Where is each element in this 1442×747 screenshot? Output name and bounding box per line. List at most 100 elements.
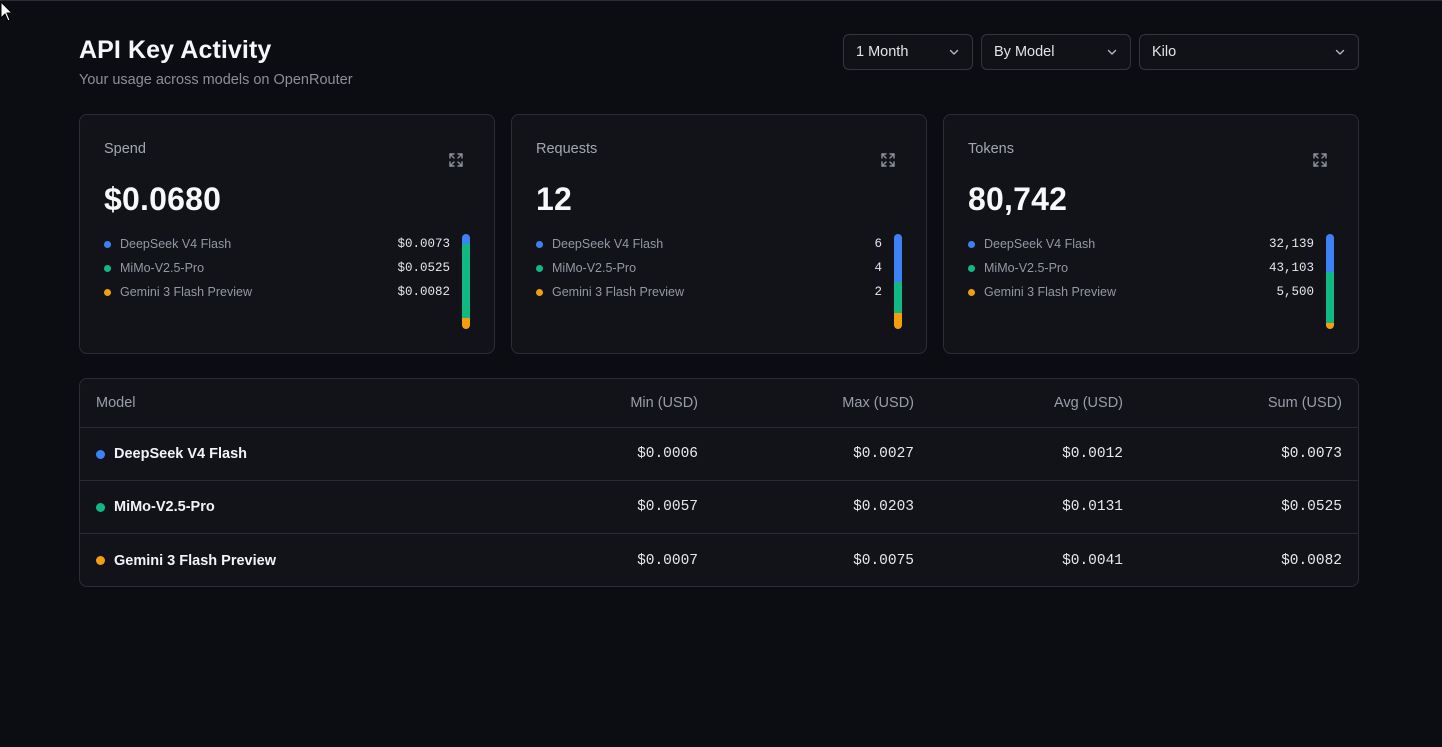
legend-value: 43,103 — [1268, 261, 1314, 275]
legend-name: Gemini 3 Flash Preview — [552, 285, 684, 299]
share-segment — [894, 234, 902, 282]
stacked-share-bar — [1326, 234, 1334, 329]
table-row: DeepSeek V4 Flash $0.0006 $0.0027 $0.001… — [80, 428, 1358, 481]
requests-card: Requests 12 DeepSeek V4 Flash 6 MiMo-V2.5… — [511, 114, 927, 354]
legend-item: DeepSeek V4 Flash 6 — [536, 232, 882, 256]
card-legend: DeepSeek V4 Flash 32,139 MiMo-V2.5-Pro 43,… — [968, 232, 1314, 304]
stacked-share-bar — [462, 234, 470, 329]
share-segment — [1326, 234, 1334, 272]
column-header-model[interactable]: Model — [96, 395, 136, 411]
page-title: API Key Activity — [79, 36, 272, 64]
model-name: MiMo-V2.5-Pro — [114, 499, 215, 515]
share-segment — [462, 244, 470, 318]
legend-item: DeepSeek V4 Flash $0.0073 — [104, 232, 450, 256]
legend-name: MiMo-V2.5-Pro — [120, 261, 205, 275]
legend-value: $0.0525 — [397, 261, 450, 275]
legend-name: MiMo-V2.5-Pro — [552, 261, 637, 275]
legend-name: DeepSeek V4 Flash — [120, 237, 232, 251]
sum-cell: $0.0525 — [1281, 499, 1342, 515]
avg-cell: $0.0131 — [1062, 499, 1123, 515]
column-header-max[interactable]: Max (USD) — [842, 395, 914, 411]
model-color-dot — [96, 556, 105, 565]
card-value: 80,742 — [968, 181, 1068, 217]
share-segment — [894, 281, 902, 314]
card-value: 12 — [536, 181, 572, 217]
expand-icon[interactable] — [1312, 152, 1328, 168]
spend-card: Spend $0.0680 DeepSeek V4 Flash $0.0073 M… — [79, 114, 495, 354]
legend-item: DeepSeek V4 Flash 32,139 — [968, 232, 1314, 256]
card-value: $0.0680 — [104, 181, 222, 217]
card-label: Tokens — [968, 141, 1014, 157]
legend-value: $0.0082 — [397, 285, 450, 299]
model-name: DeepSeek V4 Flash — [114, 446, 247, 462]
legend-name: MiMo-V2.5-Pro — [984, 261, 1069, 275]
page-header: API Key Activity Your usage across model… — [79, 34, 1359, 94]
legend-item: Gemini 3 Flash Preview $0.0082 — [104, 280, 450, 304]
legend-dot — [968, 264, 975, 272]
card-legend: DeepSeek V4 Flash 6 MiMo-V2.5-Pro 4 Gemini… — [536, 232, 882, 304]
legend-value: $0.0073 — [397, 237, 450, 251]
chevron-down-icon — [1107, 49, 1117, 55]
share-segment — [1326, 322, 1334, 329]
expand-icon[interactable] — [880, 152, 896, 168]
model-cell: Gemini 3 Flash Preview — [96, 534, 276, 586]
legend-value: 6 — [874, 237, 882, 251]
min-cell: $0.0006 — [637, 446, 698, 462]
legend-dot — [104, 240, 111, 248]
grouping-select-value: By Model — [994, 44, 1055, 60]
api-key-select[interactable]: Kilo — [1139, 34, 1359, 70]
legend-item: MiMo-V2.5-Pro 4 — [536, 256, 882, 280]
min-cell: $0.0007 — [637, 552, 698, 569]
model-color-dot — [96, 449, 105, 459]
legend-value: 4 — [874, 261, 882, 275]
mouse-cursor-icon — [0, 1, 14, 22]
share-segment — [462, 234, 470, 245]
legend-name: DeepSeek V4 Flash — [984, 237, 1096, 251]
legend-name: Gemini 3 Flash Preview — [984, 285, 1116, 299]
legend-dot — [104, 288, 111, 296]
tokens-card: Tokens 80,742 DeepSeek V4 Flash 32,139 Mi… — [943, 114, 1359, 354]
legend-dot — [968, 240, 975, 248]
stat-cards: Spend $0.0680 DeepSeek V4 Flash $0.0073 M… — [79, 114, 1359, 354]
share-segment — [462, 317, 470, 329]
legend-dot — [536, 264, 543, 272]
table-header-row: Model Min (USD) Max (USD) Avg (USD) Sum … — [80, 379, 1358, 428]
legend-item: Gemini 3 Flash Preview 2 — [536, 280, 882, 304]
max-cell: $0.0027 — [853, 446, 914, 462]
column-header-sum[interactable]: Sum (USD) — [1267, 395, 1342, 411]
chevron-down-icon — [1335, 49, 1345, 55]
legend-value: 2 — [874, 285, 882, 299]
legend-dot — [536, 288, 543, 296]
model-name: Gemini 3 Flash Preview — [114, 552, 276, 569]
table-row: Gemini 3 Flash Preview $0.0007 $0.0075 $… — [80, 534, 1358, 586]
card-label: Requests — [536, 141, 598, 157]
period-select-value: 1 Month — [856, 44, 909, 60]
sum-cell: $0.0082 — [1281, 552, 1342, 569]
legend-item: MiMo-V2.5-Pro 43,103 — [968, 256, 1314, 280]
min-cell: $0.0057 — [637, 499, 698, 515]
model-cell: DeepSeek V4 Flash — [96, 428, 247, 480]
stacked-share-bar — [894, 234, 902, 329]
expand-icon[interactable] — [448, 152, 464, 168]
model-cell: MiMo-V2.5-Pro — [96, 481, 215, 533]
model-color-dot — [96, 502, 105, 512]
max-cell: $0.0075 — [853, 552, 914, 569]
chevron-down-icon — [949, 49, 959, 55]
period-select[interactable]: 1 Month — [843, 34, 973, 70]
card-label: Spend — [104, 141, 146, 157]
grouping-select[interactable]: By Model — [981, 34, 1131, 70]
card-legend: DeepSeek V4 Flash $0.0073 MiMo-V2.5-Pro $0… — [104, 232, 450, 304]
legend-item: Gemini 3 Flash Preview 5,500 — [968, 280, 1314, 304]
column-header-min[interactable]: Min (USD) — [630, 395, 698, 411]
legend-item: MiMo-V2.5-Pro $0.0525 — [104, 256, 450, 280]
legend-dot — [104, 264, 111, 272]
page-subtitle: Your usage across models on OpenRouter — [79, 72, 353, 88]
avg-cell: $0.0012 — [1062, 446, 1123, 462]
share-segment — [1326, 271, 1334, 323]
column-header-avg[interactable]: Avg (USD) — [1053, 395, 1123, 411]
legend-dot — [536, 240, 543, 248]
max-cell: $0.0203 — [853, 499, 914, 515]
usage-table: Model Min (USD) Max (USD) Avg (USD) Sum … — [79, 378, 1359, 587]
avg-cell: $0.0041 — [1062, 552, 1123, 569]
table-body: DeepSeek V4 Flash $0.0006 $0.0027 $0.001… — [80, 428, 1358, 586]
